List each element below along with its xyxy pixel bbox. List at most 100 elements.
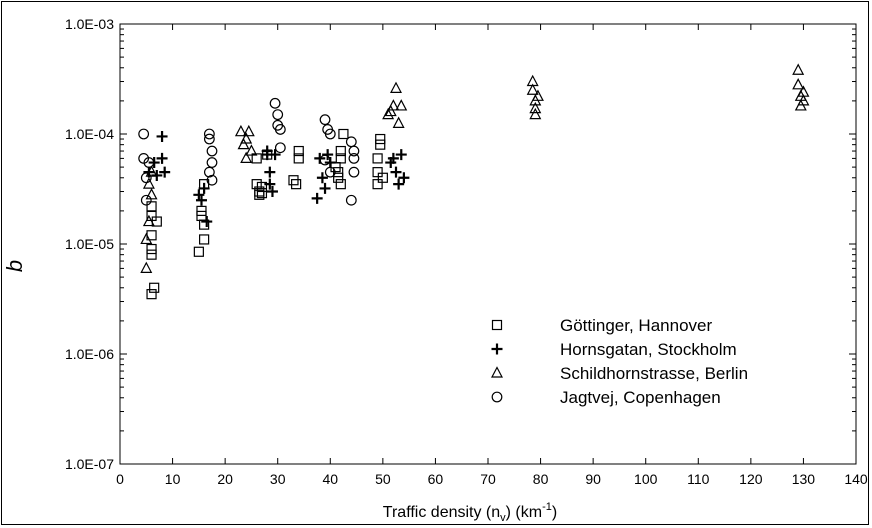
- legend: Göttinger, Hannover Hornsgatan, Stockholm…: [491, 316, 748, 407]
- data-point-square: [193, 246, 204, 257]
- data-point-circle: [269, 97, 281, 109]
- data-point-triangle: [390, 81, 402, 93]
- data-point-plus: [314, 152, 326, 164]
- data-point-circle: [345, 136, 357, 148]
- data-point-square: [333, 167, 344, 178]
- data-point-plus: [390, 166, 402, 178]
- axes-layer: 0 10 20 30 40 50 60 70 80 90 100 110 120 130 140 1.0E-0…: [65, 16, 868, 487]
- y-tick-label: 1.0E-03: [65, 16, 114, 32]
- data-point-square: [199, 219, 210, 230]
- x-tick-label: 40: [322, 471, 338, 487]
- data-point-circle: [206, 145, 218, 157]
- x-axis-label: Traffic density (nv) (km-1): [383, 501, 557, 524]
- x-tick-label: 50: [375, 471, 391, 487]
- y-tick-label: 1.0E-07: [65, 456, 114, 472]
- data-point-plus: [316, 172, 328, 184]
- data-point-circle: [272, 109, 284, 121]
- points-layer: [138, 63, 810, 300]
- data-point-triangle: [140, 232, 153, 245]
- data-point-circle: [348, 166, 360, 178]
- x-tick-label: 120: [739, 471, 763, 487]
- data-point-plus: [264, 178, 276, 190]
- x-tick-label: 30: [270, 471, 286, 487]
- x-tick-label: 70: [480, 471, 496, 487]
- data-point-circle: [319, 154, 331, 166]
- data-point-plus: [159, 166, 171, 178]
- data-point-square: [256, 188, 268, 199]
- data-point-square: [375, 133, 386, 145]
- data-point-triangle: [529, 101, 542, 114]
- data-point-square: [372, 179, 383, 190]
- data-point-square: [199, 234, 210, 245]
- data-point-triangle: [240, 151, 253, 164]
- data-point-triangle: [526, 83, 539, 95]
- data-point-plus: [198, 182, 210, 194]
- data-point-square: [254, 189, 265, 200]
- data-point-plus: [395, 149, 407, 161]
- data-point-square: [335, 153, 346, 164]
- data-point-square: [146, 201, 157, 212]
- x-tick-label: 20: [217, 471, 233, 487]
- data-point-triangle: [531, 89, 544, 101]
- data-point-square: [293, 153, 304, 164]
- data-point-plus: [322, 149, 334, 161]
- legend-marker-triangle: [491, 366, 503, 378]
- x-tick-label: 10: [165, 471, 181, 487]
- x-tick-label: 90: [585, 471, 601, 487]
- data-point-triangle: [234, 124, 247, 137]
- data-point-plus: [156, 152, 168, 164]
- y-axis-label: b: [2, 260, 27, 272]
- y-tick-label: 1.0E-06: [65, 346, 114, 362]
- data-point-circle: [324, 166, 336, 178]
- data-point-circle: [274, 124, 286, 135]
- data-point-plus: [324, 157, 336, 169]
- data-point-circle: [274, 142, 286, 154]
- data-point-plus: [201, 216, 213, 228]
- data-point-square: [256, 181, 268, 193]
- legend-marker-circle: [491, 391, 503, 403]
- y-tick-label: 1.0E-04: [65, 126, 114, 142]
- data-point-square: [372, 167, 383, 178]
- data-point-square: [291, 179, 302, 190]
- data-point-triangle: [245, 144, 258, 156]
- legend-label: Jagtvej, Copenhagen: [560, 388, 721, 407]
- y-tick-label: 1.0E-05: [65, 236, 114, 252]
- data-point-plus: [264, 166, 276, 178]
- data-point-plus: [398, 172, 410, 184]
- data-point-circle: [203, 133, 215, 145]
- x-axis-label-main: Traffic density (n: [383, 504, 500, 521]
- data-point-triangle: [142, 214, 155, 227]
- data-point-triangle: [387, 99, 400, 111]
- data-point-triangle: [384, 104, 397, 117]
- data-point-square: [377, 172, 388, 183]
- data-point-circle: [140, 172, 152, 184]
- data-point-plus: [195, 194, 207, 206]
- data-point-plus: [319, 182, 331, 194]
- data-point-circle: [206, 174, 218, 186]
- data-point-triangle: [145, 165, 158, 177]
- x-tick-label: 110: [687, 471, 710, 487]
- x-axis-label-sup: -1: [542, 501, 552, 513]
- data-point-triangle: [792, 63, 805, 75]
- data-point-plus: [266, 186, 278, 198]
- data-point-circle: [324, 128, 336, 140]
- data-point-circle: [348, 153, 360, 164]
- x-tick-label: 80: [533, 471, 549, 487]
- data-point-circle: [203, 128, 215, 140]
- legend-label: Hornsgatan, Stockholm: [560, 340, 737, 359]
- legend-marker-square: [491, 319, 503, 331]
- data-point-triangle: [142, 177, 155, 189]
- data-point-triangle: [240, 132, 253, 144]
- data-point-square: [149, 282, 160, 293]
- data-point-circle: [140, 194, 152, 206]
- plot-area-border: [119, 23, 857, 465]
- x-axis-label-sub: v: [500, 512, 506, 524]
- data-point-plus: [311, 192, 323, 204]
- x-tick-label: 60: [428, 471, 444, 487]
- data-point-square: [338, 128, 349, 140]
- data-point-circle: [206, 157, 218, 168]
- data-point-square: [146, 243, 157, 255]
- data-point-plus: [387, 152, 399, 164]
